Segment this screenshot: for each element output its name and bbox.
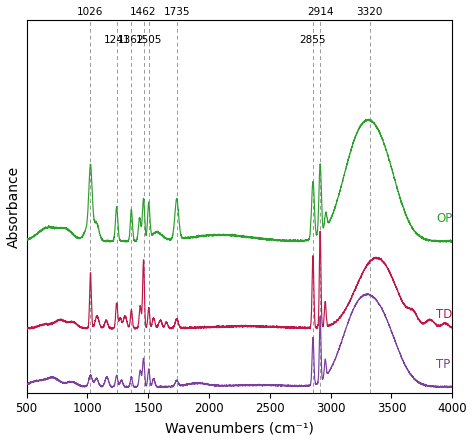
Text: 2914: 2914 [307, 7, 333, 17]
Text: TP: TP [437, 358, 451, 371]
Y-axis label: Absorbance: Absorbance [7, 165, 21, 248]
Text: 1462: 1462 [130, 7, 157, 17]
Text: 3320: 3320 [356, 7, 383, 17]
Text: TD: TD [437, 308, 453, 321]
Text: 1362: 1362 [118, 34, 145, 45]
Text: 1735: 1735 [164, 7, 190, 17]
Text: 1505: 1505 [136, 34, 162, 45]
Text: 1241: 1241 [103, 34, 130, 45]
Text: 2855: 2855 [300, 34, 326, 45]
X-axis label: Wavenumbers (cm⁻¹): Wavenumbers (cm⁻¹) [165, 421, 314, 435]
Text: 1026: 1026 [77, 7, 104, 17]
Text: OP: OP [437, 212, 453, 225]
